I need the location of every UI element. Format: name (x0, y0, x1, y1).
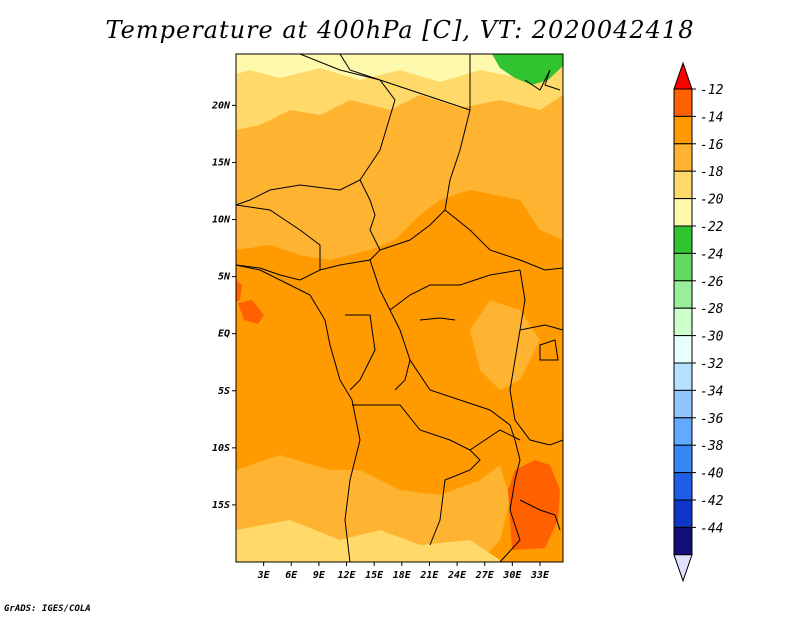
colorbar-box (673, 444, 693, 474)
colorbar-box (673, 280, 693, 309)
field-contour-14-west (238, 300, 264, 324)
colorbar-label: -32 (700, 357, 724, 372)
grads-credit: GrADS: IGES/COLA (4, 604, 91, 614)
lat-tick-label: 10N (212, 215, 231, 226)
colorbar-box (673, 362, 693, 391)
colorbar-label: -30 (700, 330, 724, 345)
field-contour-14-coast (236, 280, 242, 302)
lon-tick-label: 24E (447, 570, 467, 581)
colorbar-label: -36 (700, 412, 724, 427)
colorbar-label: -42 (700, 494, 724, 509)
lat-tick-label: 5S (218, 386, 230, 397)
colorbar-label: -26 (700, 275, 724, 290)
colorbar-box (673, 88, 693, 117)
colorbar-box (673, 335, 693, 364)
colorbar-box (673, 417, 693, 446)
colorbar-box (673, 252, 693, 282)
longitude-axis: 3E 6E 9E 12E 15E 18E 21E 24E 27E 30E 33E (257, 562, 550, 581)
lon-tick-label: 30E (502, 570, 522, 581)
map-frame (235, 53, 564, 563)
lat-tick-label: 20N (211, 100, 231, 111)
field-contour-20-north (236, 54, 563, 130)
colorbar-box (673, 526, 693, 556)
colorbar-box (673, 115, 693, 145)
lon-tick-label: 18E (393, 570, 412, 581)
lat-tick-label: 15N (212, 157, 231, 168)
colorbar-box (673, 143, 693, 172)
lon-tick-label: 15E (365, 570, 384, 581)
colorbar-box (673, 472, 693, 501)
colorbar-label: -24 (700, 247, 723, 262)
colorbar-box (673, 225, 693, 254)
colorbar-box (673, 389, 693, 419)
lon-tick-label: 33E (530, 570, 550, 581)
colorbar-box (673, 198, 693, 227)
colorbar-arrow-bottom (673, 554, 693, 583)
field-contour-24-northeast (492, 54, 563, 85)
colorbar-label: -38 (700, 439, 724, 454)
colorbar-label: -18 (700, 165, 724, 180)
lat-tick-label: EQ (218, 329, 230, 340)
lon-tick-label: 12E (338, 570, 357, 581)
colorbar: -12 -14 -16 -18 -20 -22 -24 -26 -28 -30 -32 -34 -36 -… (673, 61, 724, 583)
colorbar-label: -16 (700, 138, 724, 153)
lon-tick-label: 3E (257, 570, 271, 581)
lon-tick-label: 6E (285, 570, 298, 581)
field-contour-20-south (236, 520, 500, 562)
colorbar-label: -14 (700, 110, 723, 125)
lon-tick-label: 21E (419, 570, 439, 581)
colorbar-arrow-top (673, 61, 693, 90)
field-contour-14-southeast (508, 460, 560, 550)
colorbar-label: -20 (700, 193, 724, 208)
latitude-axis: 20N 15N 10N 5N EQ 5S 10S 15S (211, 100, 236, 511)
colorbar-label: -12 (700, 83, 724, 98)
map-plot-area (235, 53, 564, 563)
colorbar-box (673, 170, 693, 200)
colorbar-box (673, 307, 693, 337)
colorbar-label: -44 (700, 521, 723, 536)
lat-tick-label: 5N (218, 272, 231, 283)
map-title: Temperature at 400hPa [C], VT: 202004241… (105, 16, 695, 44)
lat-tick-label: 10S (212, 443, 230, 454)
field-contour-18-east (470, 300, 540, 390)
country-borders (235, 53, 564, 563)
colorbar-label: -28 (700, 302, 724, 317)
lon-tick-label: 9E (313, 570, 326, 581)
colorbar-label: -22 (700, 220, 724, 235)
colorbar-box (673, 499, 693, 528)
colorbar-label: -34 (700, 384, 723, 399)
lat-tick-label: 15S (212, 500, 230, 511)
colorbar-label: -40 (700, 467, 724, 482)
lon-tick-label: 27E (475, 570, 495, 581)
